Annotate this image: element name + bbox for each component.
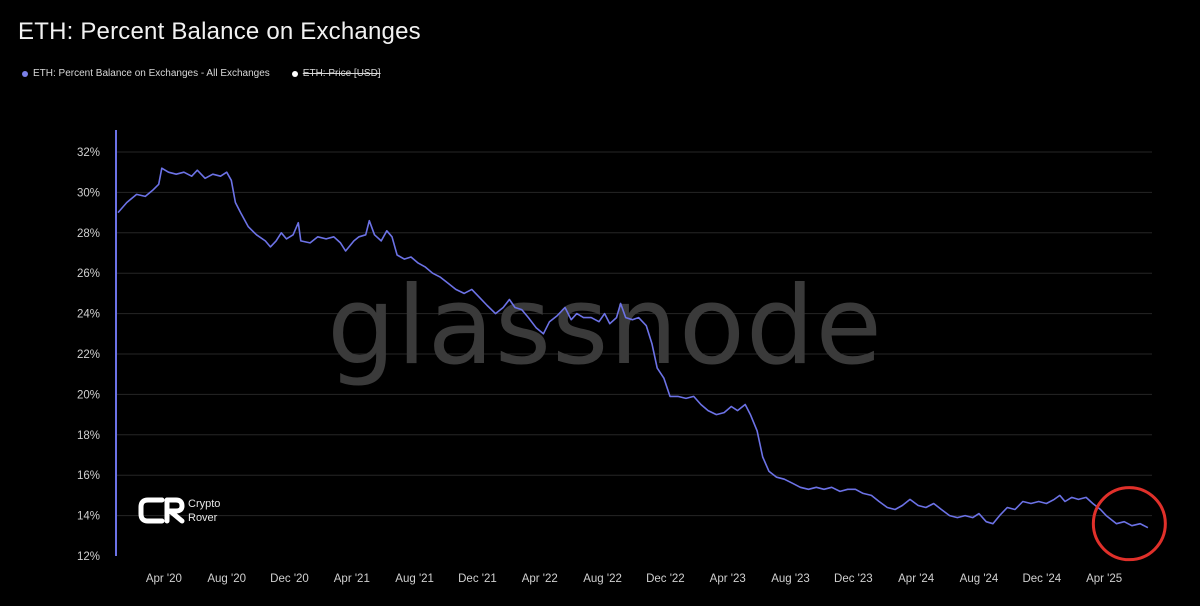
y-tick-label: 20% bbox=[77, 389, 100, 401]
y-axis: 12% 14% 16% 18% 20% 22% 24% 26% 28% 30% 32% bbox=[77, 147, 100, 563]
legend-label: ETH: Price [USD] bbox=[302, 68, 381, 79]
x-tick-label: Apr '23 bbox=[710, 573, 746, 585]
x-tick-label: Dec '21 bbox=[458, 573, 497, 585]
legend-item-exchange-balance[interactable]: ETH: Percent Balance on Exchanges - All … bbox=[22, 68, 270, 79]
y-tick-label: 14% bbox=[77, 511, 100, 523]
brand-line-1: Crypto bbox=[188, 498, 220, 510]
brand-line-2: Rover bbox=[188, 512, 218, 524]
y-tick-label: 16% bbox=[77, 470, 100, 482]
annotation-layer bbox=[1091, 486, 1167, 562]
x-tick-label: Dec '23 bbox=[834, 573, 873, 585]
grid-lines bbox=[117, 151, 1152, 517]
highlight-circle bbox=[1091, 486, 1167, 562]
x-tick-label: Aug '22 bbox=[583, 573, 622, 585]
x-axis: Apr '20 Aug '20 Dec '20 Apr '21 Aug '21 Dec '… bbox=[146, 573, 1122, 585]
x-tick-label: Apr '24 bbox=[898, 573, 935, 585]
legend-dot-icon bbox=[291, 70, 298, 77]
x-tick-label: Aug '21 bbox=[395, 573, 434, 585]
chart-title: ETH: Percent Balance on Exchanges bbox=[18, 18, 421, 45]
y-tick-label: 30% bbox=[77, 187, 100, 199]
legend-item-eth-price[interactable]: ETH: Price [USD] bbox=[291, 68, 381, 79]
y-tick-label: 22% bbox=[77, 349, 100, 361]
x-tick-label: Apr '25 bbox=[1086, 573, 1122, 585]
chart-legend: ETH: Percent Balance on Exchanges - All … bbox=[22, 68, 403, 79]
x-tick-label: Aug '24 bbox=[960, 573, 999, 585]
legend-label: ETH: Percent Balance on Exchanges - All … bbox=[33, 68, 270, 79]
crypto-rover-logo: Crypto Rover bbox=[138, 497, 220, 524]
x-tick-label: Dec '20 bbox=[270, 573, 309, 585]
y-tick-label: 32% bbox=[77, 147, 100, 159]
y-tick-label: 12% bbox=[77, 551, 100, 563]
x-tick-label: Apr '22 bbox=[522, 573, 558, 585]
y-tick-label: 26% bbox=[77, 268, 100, 280]
legend-dot-icon bbox=[22, 70, 28, 77]
y-tick-label: 24% bbox=[77, 309, 100, 321]
watermark: glassnode bbox=[327, 264, 883, 389]
x-tick-label: Dec '24 bbox=[1022, 573, 1061, 585]
x-tick-label: Aug '20 bbox=[207, 573, 246, 585]
series-layer bbox=[117, 167, 1149, 529]
crypto-rover-icon bbox=[138, 497, 185, 524]
x-tick-label: Apr '21 bbox=[334, 573, 370, 585]
series-line bbox=[117, 167, 1149, 529]
y-tick-label: 28% bbox=[77, 228, 100, 240]
x-tick-label: Dec '22 bbox=[646, 573, 685, 585]
x-tick-label: Apr '20 bbox=[146, 573, 182, 585]
y-tick-label: 18% bbox=[77, 430, 100, 442]
x-tick-label: Aug '23 bbox=[771, 573, 810, 585]
